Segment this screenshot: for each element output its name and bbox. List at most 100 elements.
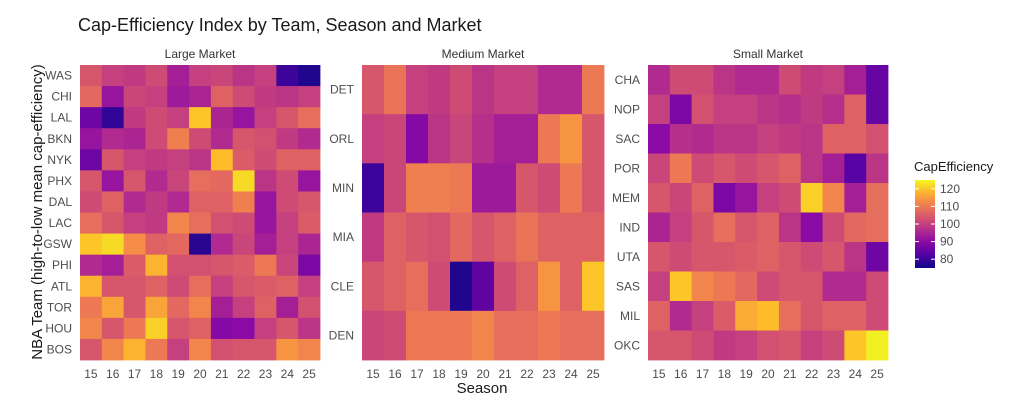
heatmap-cell bbox=[276, 128, 299, 150]
heatmap-cell bbox=[516, 212, 539, 263]
heatmap-cell bbox=[276, 86, 299, 108]
x-tick-label: 16 bbox=[674, 367, 688, 381]
heatmap-cell bbox=[800, 301, 823, 331]
y-tick-label: ATL bbox=[51, 279, 72, 293]
heatmap-cell bbox=[757, 65, 780, 95]
heatmap-cell bbox=[276, 254, 299, 277]
x-tick-label: 16 bbox=[388, 367, 402, 381]
heatmap-cell bbox=[866, 124, 889, 154]
heatmap-cell bbox=[866, 153, 889, 184]
heatmap-cell bbox=[276, 107, 299, 129]
x-tick-label: 23 bbox=[542, 367, 556, 381]
x-axis-title: Season bbox=[457, 380, 508, 397]
x-tick-label: 23 bbox=[827, 367, 841, 381]
heatmap-cell bbox=[80, 338, 103, 361]
y-tick-label: BOS bbox=[47, 342, 72, 356]
heatmap-cell bbox=[210, 170, 234, 192]
heatmap-cell bbox=[713, 301, 736, 331]
heatmap-cell bbox=[582, 114, 605, 164]
heatmap-cell bbox=[167, 86, 190, 108]
heatmap-cell bbox=[232, 191, 255, 213]
y-tick-label: CHI bbox=[51, 90, 72, 104]
heatmap-cell bbox=[101, 170, 125, 192]
heatmap-cell bbox=[298, 296, 321, 319]
chart-title: Cap-Efficiency Index by Team, Season and… bbox=[78, 15, 482, 35]
legend-tick-label: 90 bbox=[940, 235, 954, 249]
heatmap-cell bbox=[778, 271, 802, 302]
facet-panel: Large Market WAS CHI LAL BKN NYK PHX DAL LAC GSW P… bbox=[43, 47, 321, 381]
y-tick-label: DAL bbox=[49, 195, 73, 209]
y-tick-label: IND bbox=[619, 220, 640, 234]
heatmap-cell bbox=[735, 183, 758, 213]
facet-strip-label: Large Market bbox=[165, 47, 236, 61]
heatmap-cell bbox=[254, 254, 277, 277]
heatmap-cell bbox=[384, 114, 407, 164]
heatmap-cell bbox=[298, 254, 321, 277]
heatmap-cell bbox=[101, 65, 125, 87]
heatmap-cell bbox=[189, 170, 212, 192]
heatmap-cell bbox=[735, 271, 758, 302]
heatmap-cell bbox=[276, 338, 299, 361]
y-tick-label: MIN bbox=[332, 181, 354, 195]
heatmap-cell bbox=[101, 86, 125, 108]
heatmap-cell bbox=[538, 212, 561, 263]
heatmap-cell bbox=[210, 86, 234, 108]
heatmap-cell bbox=[669, 124, 693, 154]
heatmap-cell bbox=[516, 65, 539, 115]
heatmap-cell bbox=[450, 163, 473, 213]
heatmap-cell bbox=[735, 212, 758, 243]
heatmap-cell bbox=[101, 317, 125, 340]
heatmap-cell bbox=[735, 124, 758, 154]
heatmap-cell bbox=[648, 124, 671, 154]
heatmap-cell bbox=[428, 261, 451, 312]
heatmap-cell bbox=[757, 301, 780, 331]
heatmap-cell bbox=[648, 242, 671, 272]
heatmap-cell bbox=[298, 212, 321, 234]
heatmap-cell bbox=[450, 261, 473, 312]
x-tick-label: 21 bbox=[215, 367, 229, 381]
x-tick-label: 20 bbox=[476, 367, 490, 381]
heatmap-cell bbox=[778, 301, 802, 331]
heatmap-cell bbox=[472, 114, 495, 164]
heatmap-cell bbox=[254, 191, 277, 213]
heatmap-cell bbox=[757, 124, 780, 154]
heatmap-cell bbox=[472, 261, 495, 312]
heatmap-cell bbox=[691, 242, 714, 272]
heatmap-cell bbox=[384, 310, 407, 361]
x-tick-label: 17 bbox=[128, 367, 142, 381]
heatmap-cell bbox=[800, 124, 823, 154]
heatmap-cell bbox=[691, 65, 714, 95]
x-tick-label: 24 bbox=[281, 367, 295, 381]
heatmap-cell bbox=[866, 65, 889, 95]
heatmap-cell bbox=[189, 86, 212, 108]
heatmap-cell bbox=[757, 212, 780, 243]
heatmap-cell bbox=[145, 254, 168, 277]
heatmap-cell bbox=[167, 149, 190, 171]
heatmap-cell bbox=[844, 94, 867, 125]
heatmap-cell bbox=[713, 271, 736, 302]
heatmap-cell bbox=[123, 296, 146, 319]
legend-ticks: 80 90 100 110 120 bbox=[915, 182, 960, 266]
y-tick-label: ORL bbox=[329, 132, 354, 146]
heatmap-cell bbox=[844, 65, 867, 95]
heatmap-cell bbox=[778, 242, 802, 272]
heatmap-cell bbox=[167, 170, 190, 192]
heatmap-cell bbox=[691, 183, 714, 213]
heatmap-cell bbox=[189, 191, 212, 213]
heatmap-cell bbox=[210, 107, 234, 129]
heatmap-cell bbox=[167, 191, 190, 213]
heatmap-cell bbox=[123, 233, 146, 256]
heatmap-cell bbox=[822, 271, 845, 302]
heatmap-cell bbox=[844, 301, 867, 331]
heatmap-cell bbox=[560, 212, 583, 263]
heatmap-cell bbox=[582, 65, 605, 115]
heatmap-cell bbox=[406, 261, 429, 312]
heatmap-cell bbox=[669, 153, 693, 184]
heatmap-cell bbox=[210, 212, 234, 234]
heatmap-cell bbox=[232, 233, 255, 256]
heatmap-cell bbox=[276, 275, 299, 298]
heatmap-cell bbox=[362, 163, 385, 213]
heatmap-cell bbox=[276, 170, 299, 192]
heatmap-cell bbox=[800, 153, 823, 184]
heatmap-cell bbox=[669, 94, 693, 125]
